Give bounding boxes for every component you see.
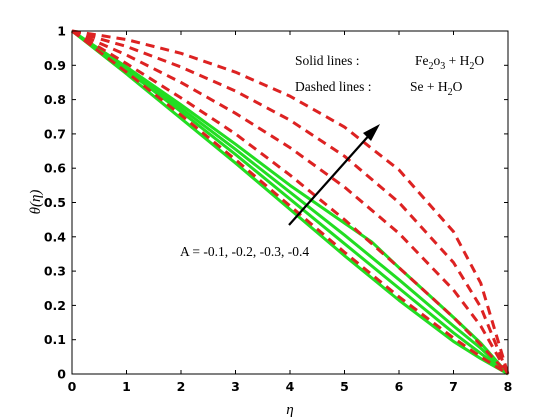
- dashed-series-line-7: [71, 29, 510, 375]
- solid-series-line-1: [71, 29, 509, 376]
- y-tick-label: 0.1: [44, 332, 66, 347]
- parameter-annotation: A = -0.1, -0.2, -0.3, -0.4: [180, 244, 309, 259]
- y-tick-label: 0.8: [44, 92, 66, 107]
- dashed-series-line-8: [71, 29, 510, 375]
- legend-solid-prefix: Solid lines :: [295, 53, 360, 68]
- y-tick-label: 0.6: [44, 161, 66, 176]
- x-tick-label: 2: [177, 379, 186, 394]
- x-tick-label: 4: [286, 379, 295, 394]
- series-layer: [71, 29, 510, 376]
- trend-arrow-head: [363, 124, 380, 141]
- y-tick-label: 0.3: [44, 264, 66, 279]
- trend-arrow: [288, 124, 380, 226]
- x-tick-label: 3: [231, 379, 240, 394]
- y-tick-label: 1: [57, 24, 66, 39]
- solid-series-line-4: [71, 29, 510, 375]
- y-tick-label: 0.5: [44, 195, 66, 210]
- y-tick-label: 0.9: [44, 58, 66, 73]
- solid-series-line-3: [71, 29, 510, 376]
- legend-dashed-prefix: Dashed lines :: [295, 79, 372, 94]
- x-tick-label: 7: [449, 379, 458, 394]
- y-tick-label: 0: [57, 367, 66, 382]
- dashed-series-line-6: [71, 29, 510, 376]
- y-axis-title: θ(η): [28, 190, 44, 215]
- x-tick-label: 0: [68, 379, 77, 394]
- x-tick-label: 6: [395, 379, 404, 394]
- dashed-series-line-5: [71, 29, 509, 376]
- y-tick-label: 0.4: [44, 229, 66, 244]
- x-tick-label: 5: [340, 379, 349, 394]
- dashed-series-line-9: [71, 29, 510, 375]
- trend-arrow-shaft: [288, 131, 373, 226]
- y-tick-label: 0.2: [44, 298, 66, 313]
- solid-series-line-2: [71, 29, 509, 376]
- y-tick-label: 0.7: [44, 126, 66, 141]
- x-tick-label: 8: [504, 379, 513, 394]
- x-tick-label: 1: [122, 379, 131, 394]
- x-axis-title: η: [286, 402, 293, 418]
- tick-layer: 0 1 2 3 4 5 6 7 8 0 0.1 0.2 0.3 0.4 0.5 0.6 0.7 0.8 0.9 1: [44, 24, 513, 395]
